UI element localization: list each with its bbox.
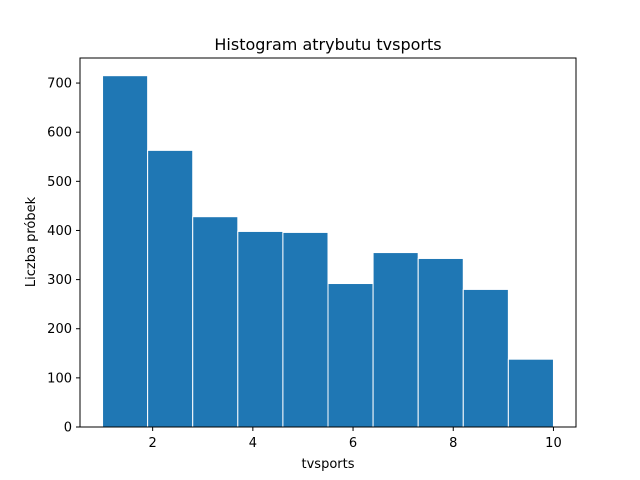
- y-tick-label: 500: [47, 175, 72, 190]
- histogram-bar-2: [147, 149, 194, 428]
- y-tick-label: 100: [47, 371, 72, 386]
- histogram-bar-6: [327, 283, 374, 428]
- x-axis: 2 4 6 8 10: [149, 427, 562, 451]
- histogram-bar-9: [462, 288, 509, 428]
- chart-title: Histogram atrybutu tvsports: [214, 35, 441, 54]
- histogram-bar-5: [282, 231, 329, 428]
- y-tick-label: 300: [47, 273, 72, 288]
- histogram-bar-1: [102, 75, 149, 428]
- y-tick-label: 600: [47, 126, 72, 141]
- x-tick-label: 6: [349, 436, 357, 451]
- y-tick-label: 400: [47, 224, 72, 239]
- histogram-bar-8: [417, 257, 464, 428]
- bars-group: [102, 75, 554, 428]
- histogram-bar-3: [192, 216, 239, 428]
- y-tick-label: 0: [64, 421, 72, 436]
- x-tick-label: 2: [149, 436, 157, 451]
- x-tick-label: 8: [449, 436, 457, 451]
- plot-frame: [79, 57, 577, 428]
- y-axis-title: Liczba próbek: [24, 196, 39, 287]
- y-axis: 0 100 200 300 400 500 600 700: [47, 77, 80, 436]
- histogram-bar-10: [507, 358, 554, 428]
- histogram-bar-4: [237, 230, 284, 428]
- y-tick-label: 700: [47, 77, 72, 92]
- x-tick-label: 4: [249, 436, 257, 451]
- x-tick-label: 10: [545, 436, 562, 451]
- histogram-bar-7: [372, 252, 419, 428]
- y-tick-label: 200: [47, 322, 72, 337]
- x-axis-title: tvsports: [302, 457, 355, 472]
